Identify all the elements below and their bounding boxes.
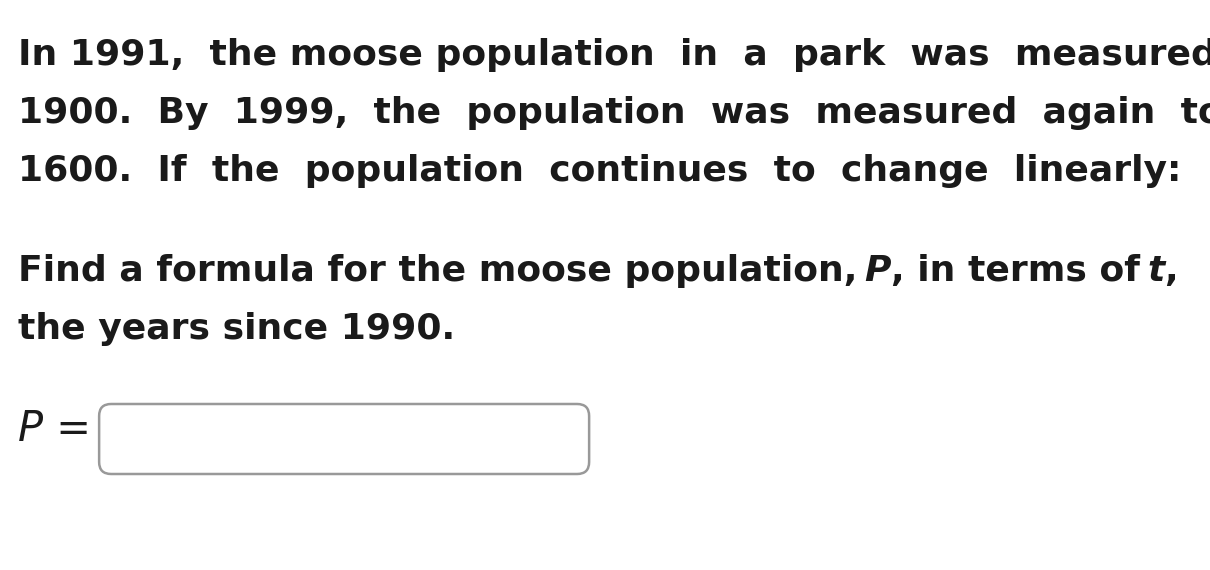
Text: P: P: [18, 408, 44, 450]
Text: t: t: [1147, 254, 1164, 288]
Text: the years since 1990.: the years since 1990.: [18, 312, 455, 346]
Text: 1900.  By  1999,  the  population  was  measured  again  to  be: 1900. By 1999, the population was measur…: [18, 96, 1210, 130]
Text: ,: ,: [1164, 254, 1179, 288]
Text: , in terms of: , in terms of: [891, 254, 1147, 288]
Text: Find a formula for the moose population,: Find a formula for the moose population,: [18, 254, 865, 288]
Text: 1600.  If  the  population  continues  to  change  linearly:: 1600. If the population continues to cha…: [18, 154, 1181, 188]
Text: =: =: [44, 408, 91, 450]
Text: In 1991,  the moose population  in  a  park  was  measured  to  be: In 1991, the moose population in a park …: [18, 38, 1210, 72]
FancyBboxPatch shape: [99, 404, 589, 474]
Text: P: P: [865, 254, 891, 288]
